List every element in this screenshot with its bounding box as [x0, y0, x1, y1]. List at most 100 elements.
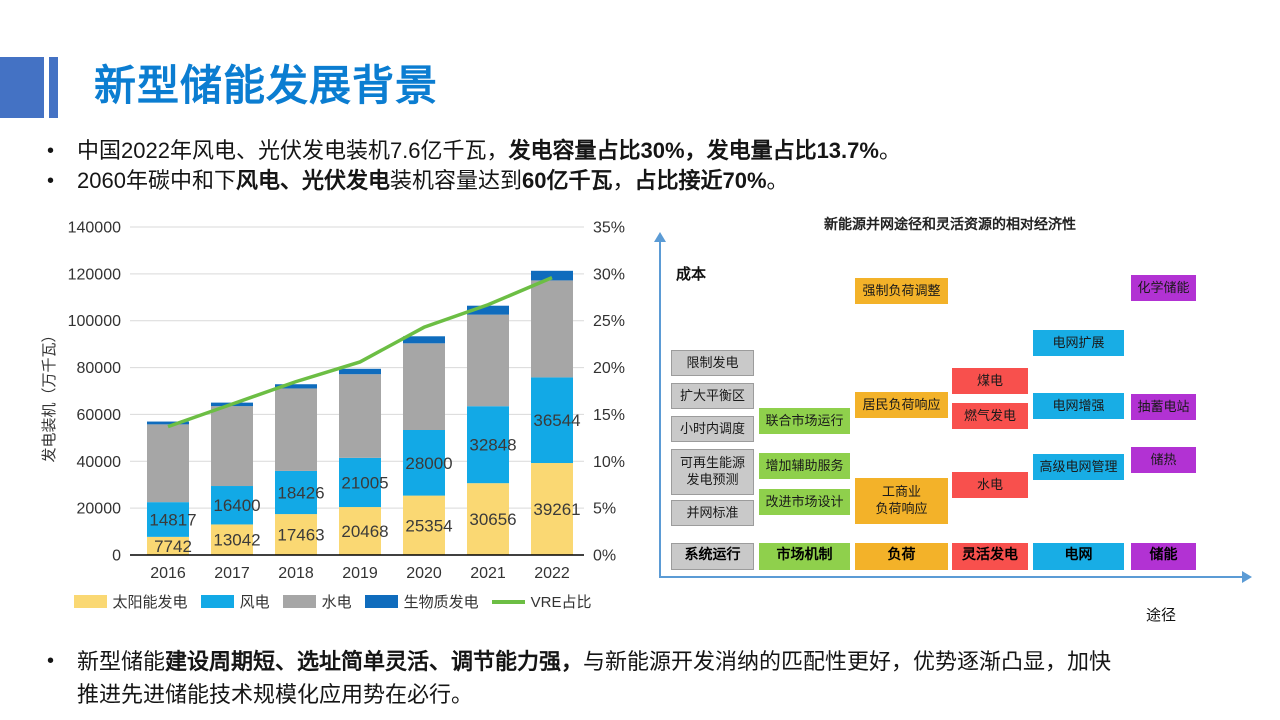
bar-segment-水电 [339, 374, 381, 458]
bullet-text-1: 中国2022年风电、光伏发电装机7.6亿千瓦，发电容量占比30%，发电量占比13… [77, 136, 901, 166]
bullet-text-3: 新型储能建设周期短、选址简单灵活、调节能力强，与新能源开发消纳的匹配性更好，优势… [77, 645, 1111, 711]
diagram-box-storage: 化学储能 [1131, 275, 1196, 301]
bar-segment-风电 [531, 377, 573, 464]
text-run: 。 [766, 168, 789, 193]
bar-value-label: 32848 [469, 436, 516, 455]
diagram-box-flexible-generation: 煤电 [952, 368, 1028, 394]
bar-segment-风电 [339, 457, 381, 508]
legend-swatch [73, 595, 107, 608]
bar-segment-水电 [467, 314, 509, 407]
bar-segment-水电 [275, 388, 317, 471]
diagram-box-storage: 储热 [1131, 447, 1196, 473]
bar-segment-生物质发电 [467, 305, 509, 315]
arrow-right-icon [1242, 571, 1252, 583]
bullet-marker: • [47, 650, 55, 672]
text-run: ， [612, 168, 635, 193]
bar-segment-生物质发电 [147, 421, 189, 425]
text-run: 发电容量占比30%，发电量占比13.7% [508, 138, 879, 163]
diagram-box-market-mechanism: 改进市场设计 [759, 489, 850, 515]
diagram-cost-axis [659, 241, 661, 578]
left-axis-tick: 140000 [68, 220, 121, 237]
bar-segment-生物质发电 [403, 336, 445, 344]
chart-legend: 太阳能发电 风电 水电 生物质发电 VRE占比 [40, 591, 625, 612]
bullet-text-2: 2060年碳中和下风电、光伏发电装机容量达到60亿千瓦，占比接近70%。 [77, 166, 789, 196]
right-axis-tick: 10% [593, 454, 625, 471]
x-axis-tick: 2020 [406, 565, 442, 582]
diagram-path-axis [659, 576, 1243, 578]
bar-value-label: 25354 [405, 516, 452, 535]
bar-value-label: 36544 [533, 411, 580, 430]
x-axis-tick: 2017 [214, 565, 250, 582]
diagram-path-axis-label: 途径 [1146, 608, 1177, 624]
bar-segment-太阳能发电 [275, 514, 317, 555]
diagram-title: 新能源并网途径和灵活资源的相对经济性 [824, 218, 1076, 233]
arrow-up-icon [654, 232, 666, 242]
legend-item: VRE占比 [491, 591, 591, 612]
bar-segment-太阳能发电 [531, 463, 573, 555]
legend-item: 生物质发电 [364, 591, 479, 612]
diagram-box-system-operation: 限制发电 [671, 350, 754, 376]
bar-segment-风电 [211, 486, 253, 525]
bar-value-label: 14817 [149, 511, 196, 530]
bar-segment-水电 [531, 280, 573, 378]
bullet-item-3: • 新型储能建设周期短、选址简单灵活、调节能力强，与新能源开发消纳的匹配性更好，… [40, 645, 1255, 711]
text-run: 占比接近70% [634, 168, 767, 193]
diagram-box-grid: 高级电网管理 [1033, 454, 1124, 480]
legend-swatch [200, 595, 234, 608]
bar-value-label: 13042 [213, 531, 260, 550]
diagram-box-flexible-generation: 水电 [952, 472, 1028, 498]
legend-label: 水电 [321, 594, 352, 611]
right-axis-tick: 15% [593, 407, 625, 424]
bullet-item-2: • 2060年碳中和下风电、光伏发电装机容量达到60亿千瓦，占比接近70%。 [40, 166, 1250, 196]
diagram-box-storage: 抽蓄电站 [1131, 394, 1196, 420]
bar-value-label: 7742 [154, 537, 192, 556]
diagram-box-flexible-generation: 燃气发电 [952, 403, 1028, 429]
bar-segment-风电 [147, 502, 189, 537]
right-axis-tick: 20% [593, 360, 625, 377]
bar-segment-太阳能发电 [339, 507, 381, 555]
diagram-cost-axis-label: 成本 [676, 267, 707, 283]
diagram-header-market-mechanism: 市场机制 [759, 543, 850, 570]
bar-segment-太阳能发电 [467, 483, 509, 555]
text-run: 风电、光伏发电 [235, 168, 390, 193]
legend-label: 生物质发电 [403, 594, 479, 611]
right-axis-tick: 25% [593, 313, 625, 330]
x-axis-tick: 2018 [278, 565, 314, 582]
bar-segment-风电 [467, 406, 509, 484]
diagram-box-system-operation: 扩大平衡区 [671, 383, 754, 409]
bar-segment-生物质发电 [531, 270, 573, 281]
right-axis-tick: 30% [593, 266, 625, 283]
left-axis-tick: 120000 [68, 266, 121, 283]
diagram-box-load: 居民负荷响应 [855, 392, 948, 418]
diagram-box-market-mechanism: 增加辅助服务 [759, 453, 850, 479]
page-title: 新型储能发展背景 [94, 62, 439, 109]
bar-segment-水电 [403, 343, 445, 430]
legend-item: 风电 [200, 591, 270, 612]
text-run: 2060年碳中和下 [77, 168, 236, 193]
diagram-box-grid: 电网增强 [1033, 393, 1124, 419]
bar-segment-生物质发电 [339, 368, 381, 375]
left-axis-tick: 100000 [68, 313, 121, 330]
diagram-box-system-operation: 小时内调度 [671, 416, 754, 442]
right-axis-tick: 5% [593, 501, 616, 518]
diagram-header-grid: 电网 [1033, 543, 1124, 570]
x-axis-tick: 2021 [470, 565, 506, 582]
bar-value-label: 39261 [533, 500, 580, 519]
bar-segment-水电 [147, 424, 189, 503]
left-axis-tick: 60000 [77, 407, 122, 424]
title-accent-bar [49, 57, 58, 118]
text-run: 新型储能 [77, 649, 166, 674]
left-axis-tick: 80000 [77, 360, 122, 377]
x-axis-tick: 2019 [342, 565, 378, 582]
bullet-item-1: • 中国2022年风电、光伏发电装机7.6亿千瓦，发电容量占比30%，发电量占比… [40, 136, 1250, 166]
left-axis-tick: 0 [112, 548, 121, 565]
bar-value-label: 28000 [405, 454, 452, 473]
text-run: 装机容量达到 [389, 168, 522, 193]
bar-segment-生物质发电 [275, 384, 317, 389]
diagram-box-load: 强制负荷调整 [855, 278, 948, 304]
diagram-header-system-operation: 系统运行 [671, 543, 754, 570]
diagram-header-load: 负荷 [855, 543, 948, 570]
legend-swatch [491, 599, 525, 604]
diagram-header-flexible-generation: 灵活发电 [952, 543, 1028, 570]
